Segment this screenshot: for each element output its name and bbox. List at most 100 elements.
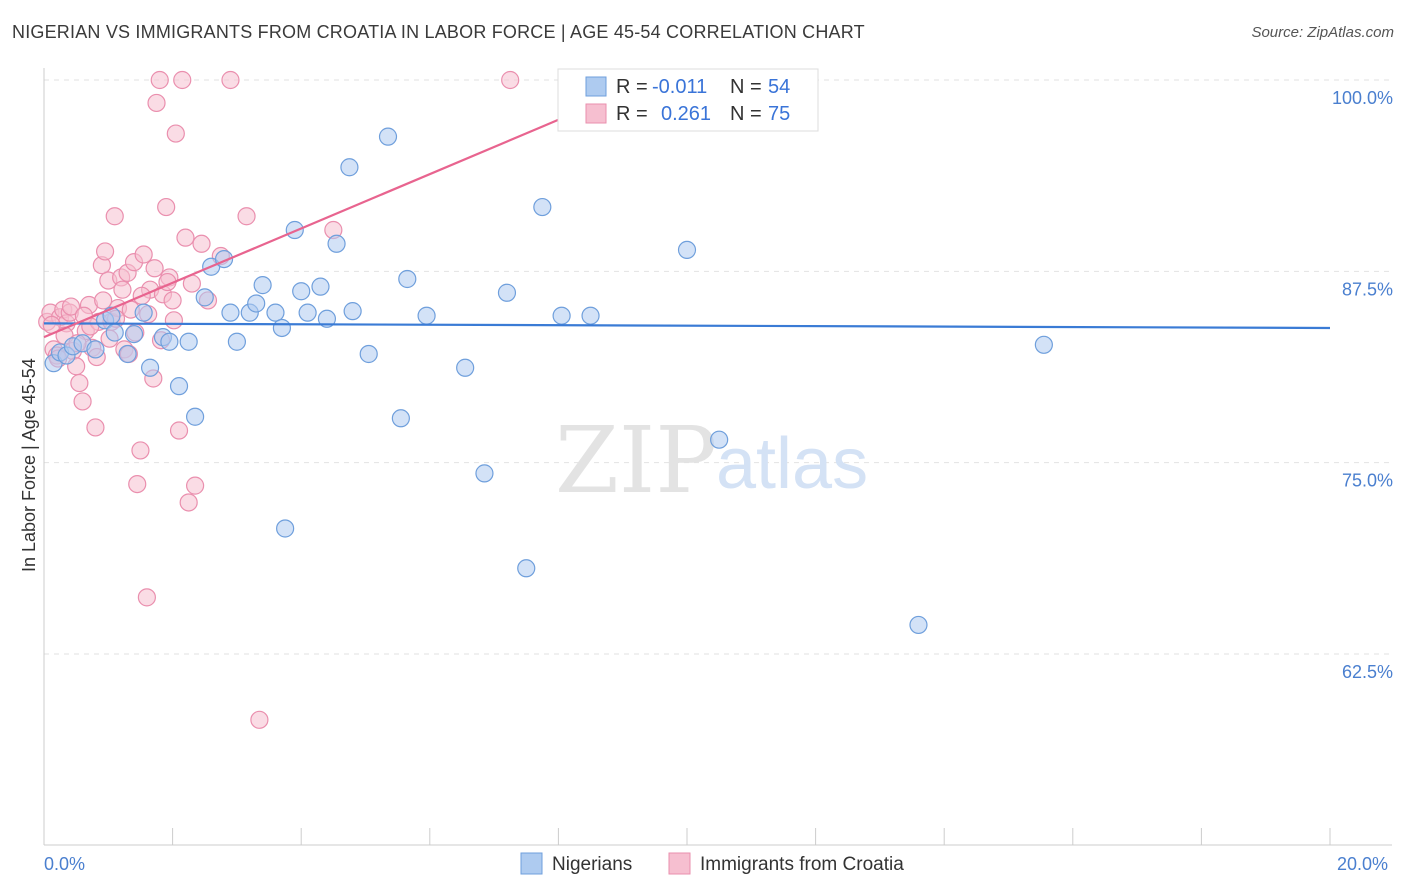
croatia-point-74	[164, 311, 183, 330]
nigerian-point-42	[456, 358, 475, 377]
nigerian-point-15	[169, 377, 189, 396]
croatia-point-29	[131, 441, 150, 460]
y-axis-label: In Labor Force | Age 45-54	[19, 358, 39, 572]
legend-n-value-1: 54	[768, 76, 790, 98]
nigerian-point-45	[517, 559, 536, 578]
croatia-point-42	[173, 70, 192, 90]
nigerian-points	[44, 72, 1053, 635]
nigerian-trend-line	[43, 322, 1331, 330]
croatia-point-54	[501, 70, 520, 90]
croatia-point-37	[157, 197, 176, 217]
nigerian-point-17	[186, 407, 205, 426]
nigerian-point-40	[398, 269, 417, 289]
nigerian-point-5	[86, 340, 105, 359]
nigerian-point-26	[266, 303, 285, 322]
series-legend-swatch-croatia	[668, 852, 691, 875]
croatia-point-71	[145, 259, 164, 278]
croatia-point-41	[169, 421, 189, 440]
legend-swatch-pink	[585, 103, 607, 124]
nigerian-point-49	[677, 240, 697, 260]
nigerian-point-48	[581, 306, 600, 325]
nigerian-point-39	[391, 409, 410, 428]
nigerian-point-52	[909, 615, 928, 635]
nigerian-point-10	[124, 324, 144, 344]
series-legend-swatch-nigerians	[520, 852, 543, 875]
stats-legend: R = -0.011 N = 54 R = 0.261 N = 75	[557, 68, 819, 132]
nigerian-point-33	[317, 309, 337, 328]
nigerian-point-14	[160, 332, 179, 351]
series-legend-label-croatia: Immigrants from Croatia	[700, 854, 904, 875]
croatia-point-40	[166, 124, 185, 143]
nigerian-point-22	[227, 332, 246, 351]
nigerian-point-50	[710, 430, 729, 449]
trend-lines	[43, 118, 1331, 339]
watermark-zip: ZIP	[555, 407, 717, 514]
croatia-point-34	[147, 93, 166, 113]
croatia-point-52	[250, 710, 269, 729]
legend-r-label-2: R =	[616, 103, 648, 125]
chart-title: NIGERIAN VS IMMIGRANTS FROM CROATIA IN L…	[12, 22, 865, 42]
croatia-point-30	[134, 245, 153, 264]
nigerian-point-12	[140, 358, 160, 377]
nigerian-point-46	[533, 197, 552, 217]
y-tick-label-3: 100.0%	[1332, 88, 1393, 108]
series-legend-label-nigerians: Nigerians	[552, 854, 632, 875]
croatia-point-18	[95, 242, 115, 261]
nigerian-point-18	[195, 288, 214, 307]
nigerian-point-53	[1034, 335, 1053, 354]
legend-r-label-1: R =	[616, 76, 648, 98]
croatia-point-31	[137, 588, 156, 607]
legend-swatch-blue	[585, 76, 607, 97]
legend-n-label-1: N =	[730, 76, 762, 98]
nigerian-point-30	[292, 282, 311, 301]
croatia-point-51	[237, 207, 256, 226]
nigerian-point-41	[417, 306, 436, 325]
legend-r-value-1: -0.011	[652, 76, 707, 98]
y-tick-label-2: 87.5%	[1342, 279, 1393, 299]
croatia-point-47	[192, 234, 211, 253]
nigerian-point-16	[179, 332, 198, 351]
croatia-point-21	[105, 207, 124, 226]
y-tick-label-0: 62.5%	[1342, 662, 1393, 682]
nigerian-point-31	[298, 303, 317, 322]
croatia-point-39	[163, 291, 182, 310]
nigerian-point-21	[221, 303, 240, 322]
croatia-point-58	[61, 297, 81, 316]
y-tick-labels: 62.5% 75.0% 87.5% 100.0%	[1332, 88, 1393, 682]
nigerian-point-34	[327, 234, 346, 253]
y-tick-label-1: 75.0%	[1342, 471, 1393, 491]
croatia-point-46	[186, 476, 205, 495]
croatia-trend-line	[43, 118, 559, 339]
x-tick-label-max: 20.0%	[1337, 854, 1388, 874]
nigerian-point-35	[340, 158, 359, 177]
nigerian-point-32	[311, 277, 330, 296]
legend-n-label-2: N =	[730, 103, 762, 125]
croatia-point-10	[70, 373, 89, 393]
croatia-point-66	[113, 280, 132, 299]
legend-r-value-2: 0.261	[661, 103, 711, 125]
nigerian-point-27	[272, 318, 292, 338]
croatia-point-15	[86, 418, 105, 437]
nigerian-point-38	[378, 127, 398, 146]
nigerian-point-44	[497, 283, 517, 302]
x-tick-marks	[43, 828, 1331, 845]
nigerian-point-43	[475, 464, 494, 483]
croatia-point-43	[176, 228, 195, 247]
nigerian-point-24	[247, 294, 266, 313]
nigerian-point-25	[253, 276, 272, 295]
nigerian-point-37	[359, 344, 378, 364]
nigerian-point-11	[134, 303, 153, 322]
croatia-point-35	[150, 70, 169, 90]
legend-n-value-2: 75	[768, 103, 790, 125]
x-tick-label-min: 0.0%	[44, 854, 85, 874]
series-legend: Nigerians Immigrants from Croatia	[520, 852, 904, 875]
nigerian-point-8	[105, 323, 124, 342]
croatia-point-44	[179, 493, 198, 512]
croatia-point-28	[128, 474, 147, 494]
gridlines	[44, 79, 1392, 655]
croatia-point-63	[94, 291, 113, 310]
croatia-point-11	[73, 392, 92, 411]
nigerian-point-9	[118, 344, 137, 364]
nigerian-point-47	[552, 306, 571, 325]
